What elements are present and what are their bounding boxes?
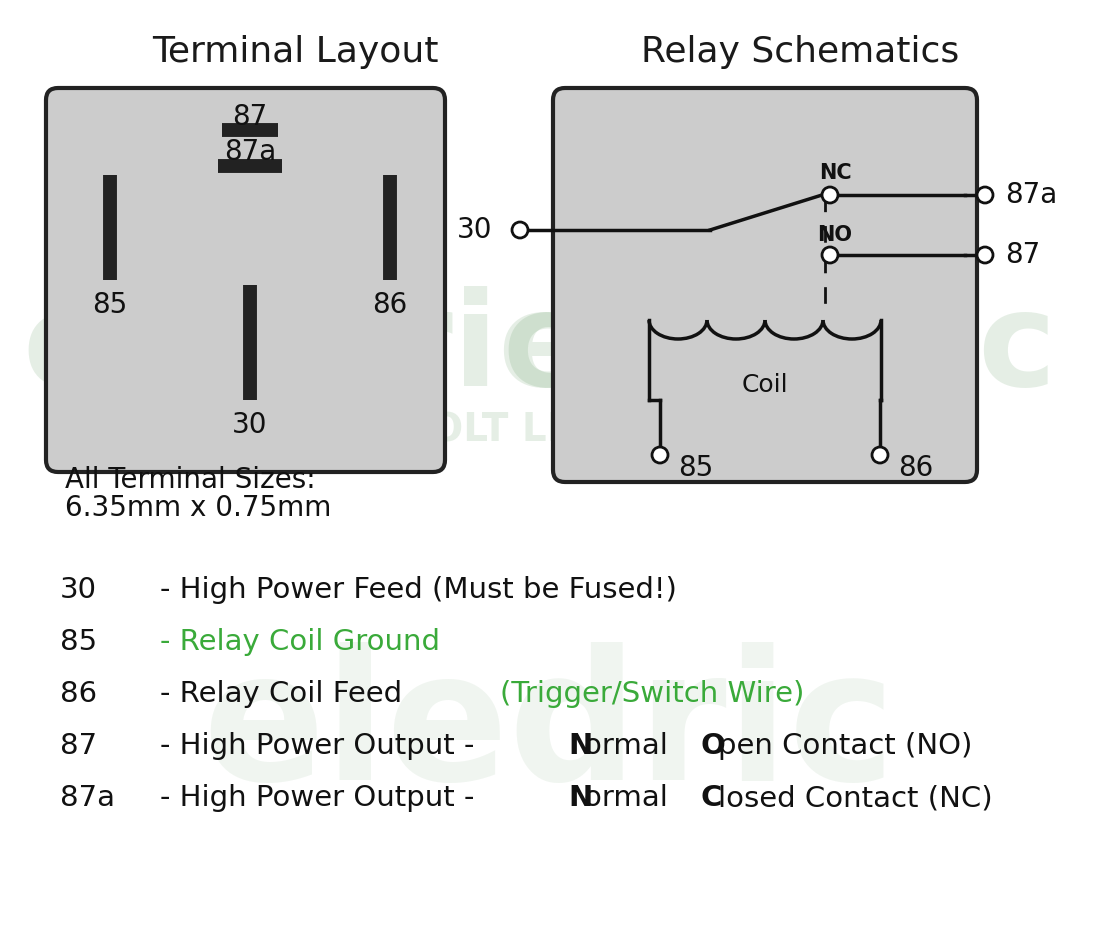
Text: 30: 30 xyxy=(60,576,97,604)
Text: 85: 85 xyxy=(677,454,714,482)
Text: ormal: ormal xyxy=(584,732,677,760)
Text: 30: 30 xyxy=(457,216,492,244)
FancyBboxPatch shape xyxy=(46,88,445,472)
Text: C: C xyxy=(701,784,721,812)
Circle shape xyxy=(822,247,838,263)
Text: All Terminal Sizes:: All Terminal Sizes: xyxy=(65,466,315,494)
Text: 86: 86 xyxy=(898,454,933,482)
Text: 85: 85 xyxy=(92,291,127,319)
Text: - High Power Feed (Must be Fused!): - High Power Feed (Must be Fused!) xyxy=(160,576,676,604)
Text: 87: 87 xyxy=(60,732,97,760)
Circle shape xyxy=(977,247,993,263)
Text: NC: NC xyxy=(819,163,851,183)
Text: eledric: eledric xyxy=(202,642,896,818)
Circle shape xyxy=(822,187,838,203)
Text: Coil: Coil xyxy=(741,373,788,397)
Text: Terminal Layout: Terminal Layout xyxy=(152,35,438,69)
FancyBboxPatch shape xyxy=(553,88,977,482)
Text: 30: 30 xyxy=(233,411,268,439)
Text: - Relay Coil Ground: - Relay Coil Ground xyxy=(160,628,440,656)
Text: 6.35mm x 0.75mm: 6.35mm x 0.75mm xyxy=(65,494,332,522)
Text: Relay Schematics: Relay Schematics xyxy=(641,35,960,69)
Text: N: N xyxy=(568,784,592,812)
Text: 12 VOLT LED SOLAR: 12 VOLT LED SOLAR xyxy=(333,411,765,449)
Text: losed Contact (NC): losed Contact (NC) xyxy=(718,784,993,812)
Text: (Trigger/Switch Wire): (Trigger/Switch Wire) xyxy=(500,680,805,708)
Text: ormal: ormal xyxy=(584,784,677,812)
Text: 87a: 87a xyxy=(60,784,115,812)
Text: 87: 87 xyxy=(233,103,268,131)
Text: electric: electric xyxy=(23,286,578,413)
Text: electric: electric xyxy=(503,286,1057,413)
Text: O: O xyxy=(701,732,725,760)
Circle shape xyxy=(872,447,888,463)
Text: - High Power Output -: - High Power Output - xyxy=(160,784,483,812)
Text: 85: 85 xyxy=(60,628,97,656)
Text: 87a: 87a xyxy=(1005,181,1057,209)
Text: 86: 86 xyxy=(372,291,407,319)
Text: - High Power Output -: - High Power Output - xyxy=(160,732,483,760)
Text: 86: 86 xyxy=(60,680,97,708)
Circle shape xyxy=(977,187,993,203)
Text: pen Contact (NO): pen Contact (NO) xyxy=(718,732,973,760)
Text: 87: 87 xyxy=(1005,241,1040,269)
Circle shape xyxy=(652,447,668,463)
Text: N: N xyxy=(568,732,592,760)
Text: NO: NO xyxy=(818,225,852,245)
Text: 87a: 87a xyxy=(224,138,276,166)
Circle shape xyxy=(512,222,528,238)
Text: - Relay Coil Feed: - Relay Coil Feed xyxy=(160,680,412,708)
